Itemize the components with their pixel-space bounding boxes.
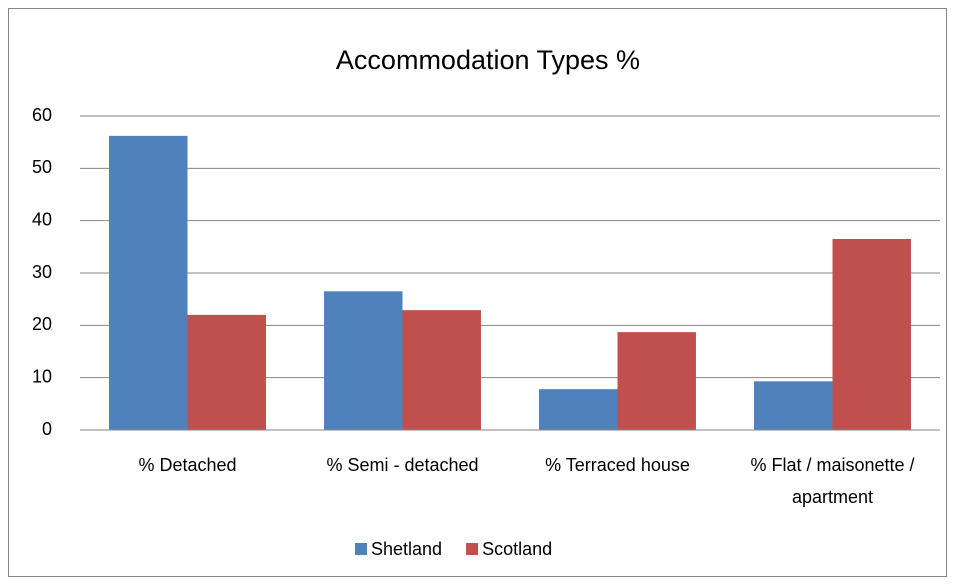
legend-label: Scotland <box>482 539 552 559</box>
legend-label: Shetland <box>371 539 442 559</box>
legend-swatch <box>466 543 479 555</box>
x-tick-label: % Detached <box>138 455 237 475</box>
y-tick-label: 60 <box>32 105 52 125</box>
y-tick-label: 10 <box>32 366 52 386</box>
bar <box>832 238 911 430</box>
bar <box>402 310 481 430</box>
y-tick-label: 50 <box>32 157 52 177</box>
bar <box>109 135 188 431</box>
bar <box>187 314 266 430</box>
bar <box>539 389 618 430</box>
x-tick-label: % Terraced house <box>545 455 690 475</box>
x-tick-label: % Semi - detached <box>326 455 479 475</box>
bar <box>324 291 403 430</box>
x-tick-label: % Flat / maisonette / apartment <box>750 455 915 507</box>
legend-swatch <box>355 543 367 555</box>
y-tick-label: 40 <box>32 209 52 229</box>
y-tick-label: 30 <box>32 262 52 282</box>
chart-title: Accommodation Types % <box>336 45 640 75</box>
y-tick-label: 0 <box>42 419 52 439</box>
bar <box>754 381 833 430</box>
bar <box>617 332 696 430</box>
y-tick-label: 20 <box>32 314 52 334</box>
